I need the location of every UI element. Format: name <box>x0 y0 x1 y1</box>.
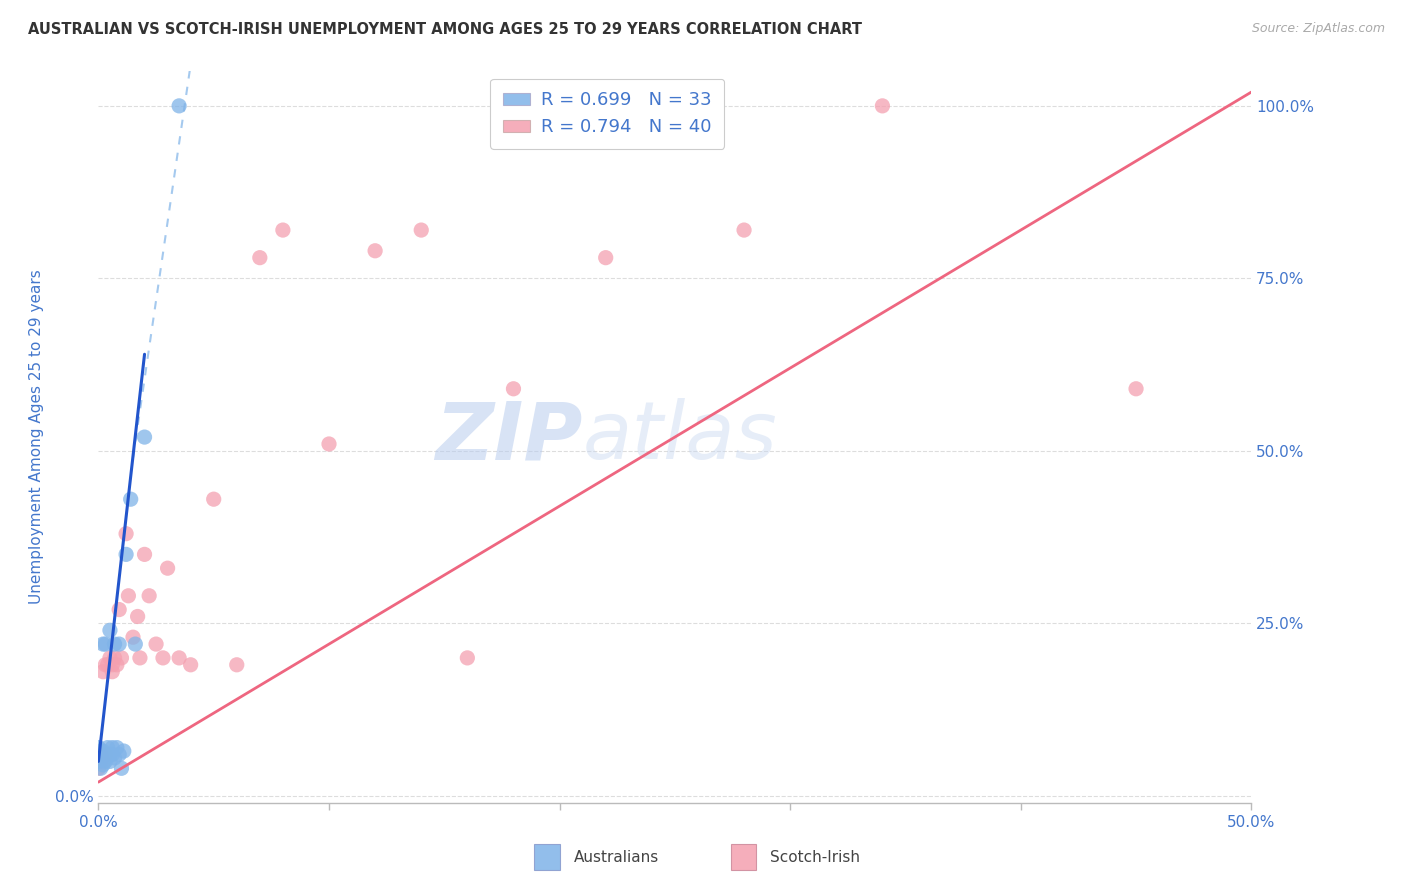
Point <box>90 755 112 769</box>
Point <box>87 761 110 775</box>
Point <box>91 757 114 772</box>
Point <box>90 747 112 762</box>
Point <box>117 589 139 603</box>
Point <box>110 761 132 775</box>
Point <box>101 657 124 672</box>
Point <box>94 755 117 769</box>
Point <box>134 548 156 562</box>
Point <box>271 223 294 237</box>
Point <box>103 751 125 765</box>
Point <box>94 747 117 762</box>
Point <box>122 630 145 644</box>
Point <box>91 744 114 758</box>
Point <box>456 651 478 665</box>
Point <box>411 223 433 237</box>
Point <box>225 657 247 672</box>
Point <box>129 651 152 665</box>
Text: Scotch-Irish: Scotch-Irish <box>770 849 860 864</box>
Text: Source: ZipAtlas.com: Source: ZipAtlas.com <box>1251 22 1385 36</box>
Point <box>1125 382 1147 396</box>
Point <box>249 251 271 265</box>
Point <box>502 382 524 396</box>
Point <box>595 251 617 265</box>
Point <box>124 637 146 651</box>
Point <box>103 637 125 651</box>
Point <box>115 526 138 541</box>
Point <box>120 492 142 507</box>
Point <box>98 624 121 638</box>
Point <box>97 657 120 672</box>
Point <box>94 747 117 762</box>
Point <box>91 747 114 762</box>
Point <box>733 223 755 237</box>
Text: AUSTRALIAN VS SCOTCH-IRISH UNEMPLOYMENT AMONG AGES 25 TO 29 YEARS CORRELATION CH: AUSTRALIAN VS SCOTCH-IRISH UNEMPLOYMENT … <box>28 22 862 37</box>
Point <box>91 665 114 679</box>
Point <box>97 740 120 755</box>
Point <box>94 637 117 651</box>
Point <box>872 99 894 113</box>
Point <box>91 637 114 651</box>
Point <box>101 740 124 755</box>
Point <box>127 609 149 624</box>
Point <box>105 657 128 672</box>
Point <box>112 744 135 758</box>
Point <box>87 755 110 769</box>
Point <box>98 747 121 762</box>
Point <box>101 665 124 679</box>
Point <box>138 589 160 603</box>
Legend: R = 0.699   N = 33, R = 0.794   N = 40: R = 0.699 N = 33, R = 0.794 N = 40 <box>491 78 724 149</box>
Point <box>145 637 167 651</box>
Point <box>318 437 340 451</box>
Point <box>108 747 131 762</box>
Point <box>98 755 121 769</box>
Point <box>115 548 138 562</box>
Text: Australians: Australians <box>574 849 659 864</box>
Point <box>156 561 179 575</box>
Point <box>101 747 124 762</box>
Text: ZIP: ZIP <box>436 398 582 476</box>
Point <box>167 651 190 665</box>
Point <box>105 740 128 755</box>
Text: atlas: atlas <box>582 398 778 476</box>
Point <box>110 651 132 665</box>
Point <box>180 657 202 672</box>
Point <box>202 492 225 507</box>
Point <box>87 740 110 755</box>
Point <box>90 747 112 762</box>
Y-axis label: Unemployment Among Ages 25 to 29 years: Unemployment Among Ages 25 to 29 years <box>28 269 44 605</box>
Point <box>103 651 125 665</box>
Point <box>364 244 387 258</box>
Point <box>97 747 120 762</box>
Point <box>98 651 121 665</box>
Point <box>90 761 112 775</box>
Point <box>90 751 112 765</box>
Point <box>108 637 131 651</box>
Point <box>87 747 110 762</box>
Point <box>167 99 190 113</box>
Point <box>91 755 114 769</box>
Point <box>152 651 174 665</box>
Point <box>94 657 117 672</box>
Point <box>134 430 156 444</box>
Point <box>108 602 131 616</box>
Point <box>90 744 112 758</box>
